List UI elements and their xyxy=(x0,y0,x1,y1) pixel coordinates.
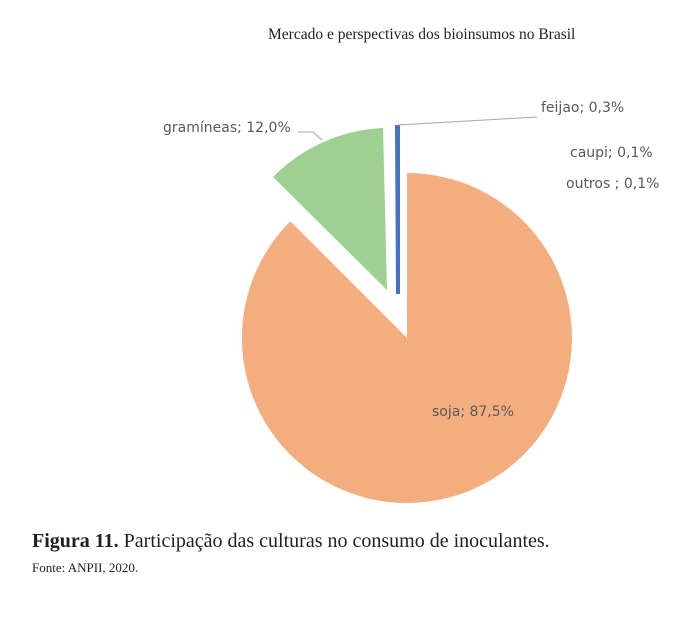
pie-chart: gramíneas; 12,0% feijao; 0,3% caupi; 0,1… xyxy=(163,100,659,504)
figure-source: Fonte: ANPII, 2020. xyxy=(32,560,139,575)
slice-feijao xyxy=(395,125,400,294)
label-feijao: feijao; 0,3% xyxy=(541,100,624,116)
slice-soja xyxy=(241,173,572,504)
leader-line-gramineas xyxy=(298,131,323,141)
figure-caption: Figura 11. Participação das culturas no … xyxy=(32,530,550,553)
label-soja: soja; 87,5% xyxy=(432,404,514,420)
figure-number: Figura 11. xyxy=(32,530,119,552)
label-caupi: caupi; 0,1% xyxy=(570,145,653,161)
leader-line-feijao xyxy=(397,116,538,126)
label-gramineas: gramíneas; 12,0% xyxy=(163,120,291,136)
label-outros: outros ; 0,1% xyxy=(566,176,659,192)
slice-gramineas xyxy=(273,128,387,290)
figure-caption-text: Participação das culturas no consumo de … xyxy=(123,530,550,552)
running-title: Mercado e perspectivas dos bioinsumos no… xyxy=(268,26,576,43)
